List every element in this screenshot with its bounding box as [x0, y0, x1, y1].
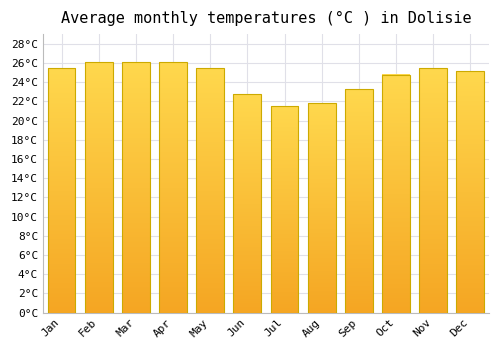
Bar — [270, 106, 298, 313]
Bar — [159, 62, 187, 313]
Bar — [382, 75, 410, 313]
Bar — [308, 103, 336, 313]
Bar — [196, 68, 224, 313]
Title: Average monthly temperatures (°C ) in Dolisie: Average monthly temperatures (°C ) in Do… — [60, 11, 471, 26]
Bar — [345, 89, 373, 313]
Bar — [419, 68, 447, 313]
Bar — [234, 94, 262, 313]
Bar — [456, 71, 484, 313]
Bar — [122, 62, 150, 313]
Bar — [48, 68, 76, 313]
Bar — [85, 62, 112, 313]
